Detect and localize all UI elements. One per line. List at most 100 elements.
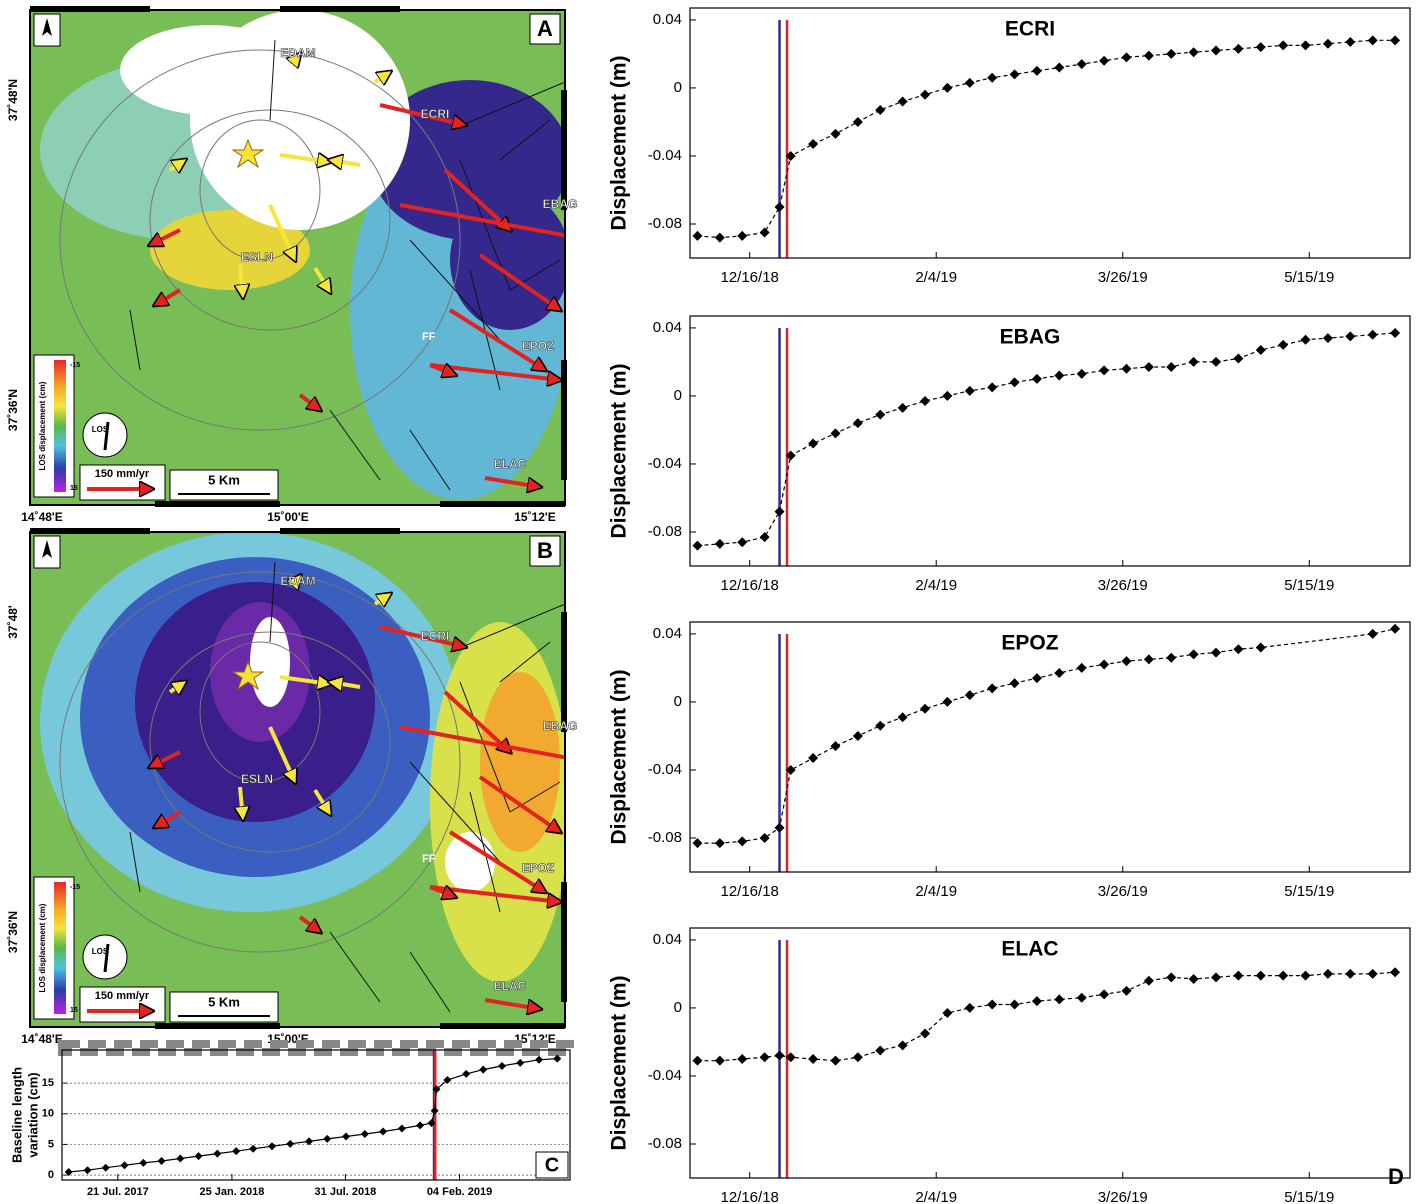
scale-bar-label: 5 Km [208, 472, 240, 487]
data-point [714, 232, 725, 243]
data-point [83, 1166, 92, 1175]
velocity-arrow [484, 998, 540, 1009]
data-point [1188, 974, 1199, 985]
data-point [830, 128, 841, 139]
data-point [479, 1065, 488, 1074]
data-point [1322, 968, 1333, 979]
y-tick-label: 10 [42, 1108, 54, 1120]
data-point [714, 838, 725, 849]
data-point [964, 1002, 975, 1013]
los-field [120, 25, 300, 115]
data-point [1121, 985, 1132, 996]
data-point [1054, 62, 1065, 73]
velocity-arrow [295, 54, 300, 60]
data-point [1121, 363, 1132, 374]
velocity-arrow [429, 887, 455, 897]
velocity-arrow [478, 253, 560, 310]
data-point [1345, 968, 1356, 979]
fault [409, 951, 451, 1013]
data-point [1322, 38, 1333, 49]
velocity-arrow [155, 288, 182, 305]
data-point [1278, 970, 1289, 981]
panel-label-box [529, 13, 561, 45]
los-arrow [103, 943, 110, 973]
data-point [535, 1055, 544, 1064]
velocity-arrow [373, 72, 390, 82]
velocity-arrow [240, 786, 243, 819]
data-point [1367, 968, 1378, 979]
data-point [1390, 623, 1401, 634]
data-point [1211, 972, 1222, 983]
velocity-arrow [150, 228, 181, 245]
data-point [785, 450, 796, 461]
data-point [692, 838, 703, 849]
velocity-arrow [448, 830, 545, 892]
data-point [830, 428, 841, 439]
data-point [964, 77, 975, 88]
data-point [964, 385, 975, 396]
fault [329, 931, 381, 1003]
data-point [808, 753, 819, 764]
data-point [1099, 55, 1110, 66]
data-point [305, 1137, 314, 1146]
fault [269, 561, 276, 643]
station-label: ELAC [494, 457, 527, 471]
x-tick-label: 5/15/19 [1284, 269, 1334, 286]
contour [199, 119, 321, 261]
scale-arrow-label: 150 mm/yr [95, 990, 150, 1002]
chart-title: EBAG [1000, 326, 1061, 349]
data-point [120, 1161, 129, 1170]
velocity-arrow [379, 103, 465, 125]
map [30, 10, 565, 505]
data-point [1009, 69, 1020, 80]
data-point [1255, 345, 1266, 356]
colorbar-tick: -15 [70, 362, 80, 369]
data-point [1166, 48, 1177, 59]
x-tick-label: 12/16/18 [720, 269, 778, 286]
lat-label: 37˚48'N [6, 79, 20, 121]
fault [449, 81, 565, 131]
frame-tick [561, 612, 567, 732]
data-point [692, 230, 703, 241]
data-point [714, 1055, 725, 1066]
data-point [987, 72, 998, 83]
data-point [692, 1055, 703, 1066]
x-tick-label: 2/4/19 [915, 577, 957, 594]
panel-label-box [535, 1151, 569, 1179]
velocity-arrow [429, 365, 455, 375]
chart-title: ELAC [1001, 938, 1058, 961]
data-point [942, 1008, 953, 1019]
data-point [987, 999, 998, 1010]
x-tick-label: 12/16/18 [720, 577, 778, 594]
x-tick-label: 3/26/19 [1098, 577, 1148, 594]
fault [409, 761, 501, 863]
x-tick-label: 3/26/19 [1098, 1189, 1148, 1204]
y-tick-label: -0.04 [648, 147, 682, 164]
velocity-arrow [268, 726, 295, 782]
data-point [1009, 999, 1020, 1010]
data-point [1233, 970, 1244, 981]
y-tick-label: -0.04 [648, 1067, 682, 1084]
data-point [462, 1069, 471, 1078]
data-point [785, 1052, 796, 1063]
data-point [64, 1168, 73, 1177]
data-point [942, 82, 953, 93]
data-point [785, 150, 796, 161]
velocity-arrow [330, 160, 361, 165]
station-label: EDAM [280, 46, 315, 60]
lon-label: 14˚48'E [21, 510, 63, 524]
data-point [1322, 333, 1333, 344]
data-point [875, 720, 886, 731]
contour [59, 49, 461, 431]
plot-frame [689, 315, 1411, 567]
data-point [1211, 45, 1222, 56]
y-tick-label: 5 [48, 1138, 54, 1150]
fault [499, 119, 551, 161]
data-point [443, 1076, 452, 1085]
x-tick-label: 12/16/18 [720, 883, 778, 900]
x-tick-label: 2/4/19 [915, 269, 957, 286]
data-point [1345, 331, 1356, 342]
station-label: ECRI [421, 107, 450, 121]
data-point [1166, 972, 1177, 983]
